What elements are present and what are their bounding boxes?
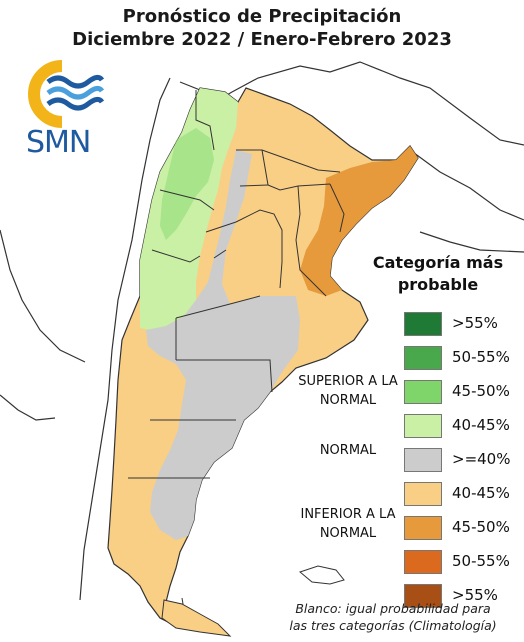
legend-level-label-6: 45-50%: [452, 518, 510, 536]
category-inferior-label: INFERIOR A LA NORMAL: [300, 507, 396, 541]
legend-level-label-4: >=40%: [452, 450, 511, 468]
legend-level-label-5: 40-45%: [452, 484, 510, 502]
province-borders: [128, 90, 345, 623]
region-superior-core: [160, 128, 214, 240]
legend-swatch-0: [404, 312, 442, 336]
legend-level-label-1: 50-55%: [452, 348, 510, 366]
legend-swatch-4: [404, 448, 442, 472]
region-normal-central: [146, 150, 300, 540]
islas-malvinas: [298, 565, 345, 585]
category-superior-label: SUPERIOR A LA NORMAL: [298, 374, 398, 408]
legend-swatch-5: [404, 482, 442, 506]
smn-logo-icon: [28, 60, 104, 128]
category-normal-label: NORMAL: [319, 443, 377, 458]
note-line-1: Blanco: igual probabilidad para: [295, 601, 491, 616]
legend-title: Categoría más probable: [368, 252, 508, 296]
title-line-1: Pronóstico de Precipitación: [122, 6, 402, 27]
climatology-note: Blanco: igual probabilidad para las tres…: [262, 600, 524, 634]
legend-swatch-6: [404, 516, 442, 540]
neighbor-borders: [0, 61, 524, 601]
legend-swatch-8: [404, 584, 442, 608]
legend-swatch-3: [404, 414, 442, 438]
argentina-forecast-map: [0, 61, 524, 637]
legend-title-line-2: probable: [397, 275, 479, 294]
tierra-del-fuego: [161, 599, 232, 637]
legend-swatch-1: [404, 346, 442, 370]
title-line-2: Diciembre 2022 / Enero-Febrero 2023: [72, 29, 452, 50]
legend-level-label-7: 50-55%: [452, 552, 510, 570]
legend-level-label-3: 40-45%: [452, 416, 510, 434]
smn-logo-text: SMN: [26, 125, 91, 160]
legend-level-label-0: >55%: [452, 314, 498, 332]
region-inferior-northeast: [300, 146, 418, 296]
legend-title-line-1: Categoría más: [372, 253, 504, 272]
legend-swatch-2: [404, 380, 442, 404]
legend-level-label-8: >55%: [452, 586, 498, 604]
legend-level-label-2: 45-50%: [452, 382, 510, 400]
legend-swatch-7: [404, 550, 442, 574]
note-line-2: las tres categorías (Climatología): [289, 618, 497, 633]
